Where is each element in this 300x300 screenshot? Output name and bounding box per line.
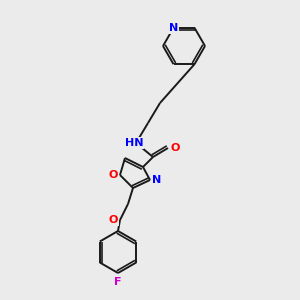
Text: N: N [152,175,162,185]
Text: F: F [114,277,122,287]
Text: HN: HN [125,138,143,148]
Text: O: O [108,215,118,225]
Text: O: O [170,143,180,153]
Text: O: O [108,170,118,180]
Text: N: N [169,23,178,33]
